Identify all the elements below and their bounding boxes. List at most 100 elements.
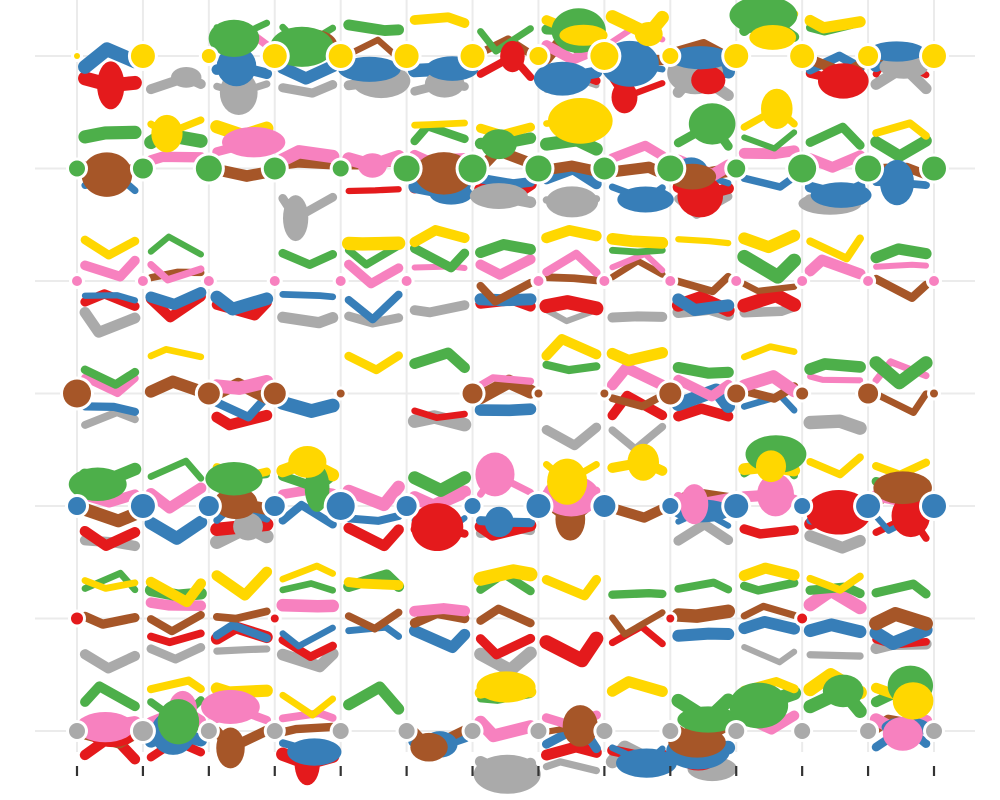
data-point — [796, 387, 809, 400]
glyph-blob — [892, 682, 934, 720]
glyph-stroke — [279, 290, 337, 301]
glyph-stroke — [738, 562, 800, 582]
glyph-blob — [68, 467, 127, 502]
glyph-stroke — [145, 482, 207, 514]
glyph-stroke — [543, 307, 600, 325]
glyph-blob — [634, 21, 663, 47]
glyph-blob — [208, 19, 260, 58]
glyph-blob — [233, 512, 263, 541]
glyph-stroke — [475, 254, 536, 280]
glyph-stroke — [609, 609, 666, 638]
glyph-stroke — [608, 588, 667, 599]
glyph-stroke — [278, 80, 338, 98]
glyph-stroke — [342, 236, 406, 251]
glyph-stroke — [869, 623, 933, 650]
glyph-blob — [817, 63, 869, 99]
glyph-blob — [868, 41, 926, 62]
data-point — [263, 382, 286, 405]
data-point — [788, 154, 817, 183]
data-point — [855, 155, 882, 182]
data-point — [727, 159, 746, 178]
glyph-stroke — [673, 374, 734, 402]
glyph-blob — [688, 103, 736, 145]
glyph-stroke — [278, 635, 337, 662]
glyph-stroke — [539, 631, 604, 668]
glyph-stroke — [277, 311, 339, 329]
glyph-stroke — [869, 356, 933, 390]
data-point — [264, 496, 285, 516]
glyph-stroke — [343, 577, 404, 591]
glyph-stroke — [804, 254, 866, 280]
data-point — [662, 48, 679, 64]
glyph-blob — [729, 682, 789, 729]
glyph-blob — [201, 689, 260, 724]
glyph-stroke — [870, 134, 932, 162]
glyph-blob — [533, 61, 591, 96]
glyph-stroke — [539, 295, 604, 316]
glyph-stroke — [79, 649, 141, 674]
data-point — [600, 389, 609, 398]
data-point — [132, 721, 153, 741]
glyph-stroke — [741, 644, 798, 666]
glyph-stroke — [738, 145, 800, 160]
glyph-blob — [473, 754, 541, 794]
data-point — [534, 389, 543, 398]
glyph-stroke — [345, 623, 403, 640]
glyph-stroke — [81, 577, 139, 592]
glyph-stroke — [739, 524, 799, 539]
data-point — [930, 389, 938, 398]
glyph-stroke — [343, 681, 405, 715]
data-point — [401, 276, 412, 286]
data-point — [203, 276, 214, 286]
glyph-stroke — [408, 471, 472, 497]
glyph-stroke — [212, 620, 271, 643]
data-point — [71, 612, 83, 625]
data-point — [731, 276, 742, 286]
glyph-stroke — [541, 334, 602, 361]
glyph-blob — [288, 446, 327, 478]
glyph-blob — [282, 195, 309, 242]
data-point — [326, 492, 355, 520]
glyph-blob — [617, 186, 674, 213]
glyph-stroke — [741, 129, 798, 152]
glyph-stroke — [145, 291, 206, 323]
glyph-stroke — [672, 361, 734, 379]
glyph-blob — [411, 503, 464, 552]
glyph-blob — [484, 506, 514, 538]
data-point — [328, 44, 353, 68]
glyph-blob — [680, 484, 709, 525]
data-point — [929, 276, 939, 286]
data-point — [666, 614, 675, 623]
data-point — [332, 723, 349, 739]
glyph-stroke — [673, 403, 734, 422]
glyph-stroke — [211, 163, 273, 182]
glyph-stroke — [474, 646, 537, 677]
data-point — [724, 44, 749, 68]
glyph-blob — [545, 186, 599, 218]
glyph-blob — [873, 471, 932, 505]
glyph-blob — [410, 732, 448, 762]
data-point — [132, 158, 153, 179]
glyph-stroke — [805, 122, 865, 150]
glyph-stroke — [542, 273, 601, 285]
glyph-stroke — [210, 374, 274, 395]
glyph-stroke — [79, 525, 141, 551]
glyph-stroke — [78, 42, 142, 74]
glyph-blob — [222, 127, 286, 158]
data-point — [69, 723, 85, 739]
glyph-stroke — [409, 225, 470, 248]
glyph-stroke — [211, 566, 273, 601]
glyph-stroke — [806, 572, 864, 594]
glyph-stroke — [276, 145, 340, 167]
glyph-stroke — [542, 360, 601, 375]
glyph-stroke — [806, 453, 864, 479]
glyph-stroke — [872, 119, 930, 140]
data-point — [72, 276, 82, 286]
glyph-stroke — [540, 741, 602, 761]
glyph-stroke — [145, 576, 207, 608]
data-point — [525, 155, 552, 182]
glyph-stroke — [608, 246, 666, 256]
data-point — [460, 44, 485, 68]
glyph-stroke — [80, 402, 140, 416]
